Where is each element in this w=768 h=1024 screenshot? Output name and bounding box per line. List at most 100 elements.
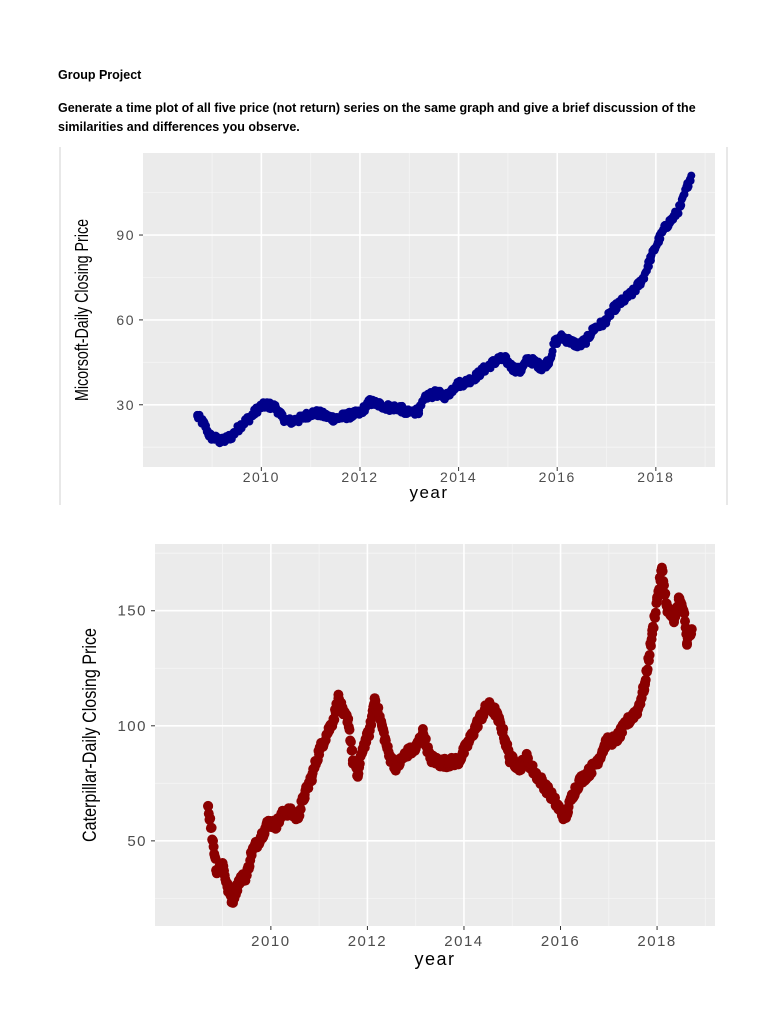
data-point bbox=[344, 724, 355, 735]
data-point bbox=[673, 594, 684, 605]
data-point bbox=[333, 693, 344, 704]
data-point bbox=[314, 409, 323, 418]
data-point bbox=[425, 753, 436, 763]
data-point bbox=[568, 338, 576, 347]
data-point bbox=[241, 870, 252, 881]
data-point bbox=[661, 601, 672, 612]
data-point bbox=[660, 588, 671, 599]
data-point bbox=[600, 318, 609, 327]
data-point bbox=[601, 736, 612, 747]
data-point bbox=[365, 397, 374, 406]
document-instructions: Generate a time plot of all five price (… bbox=[58, 101, 696, 134]
document-title: Group Project bbox=[58, 68, 142, 82]
data-point bbox=[529, 766, 539, 777]
data-point bbox=[247, 412, 256, 421]
data-point bbox=[471, 372, 480, 381]
caterpillar-price-chart: 2010 2012 2014 2016 2018 50 100 150 year Caterpil… bbox=[80, 544, 715, 969]
data-point bbox=[200, 420, 209, 429]
data-point bbox=[619, 296, 628, 305]
data-point bbox=[410, 743, 421, 754]
data-point bbox=[652, 594, 663, 605]
data-point bbox=[356, 409, 364, 418]
data-point bbox=[548, 347, 557, 356]
data-point bbox=[306, 409, 315, 418]
data-point bbox=[211, 865, 222, 876]
data-point bbox=[284, 417, 293, 426]
data-point bbox=[516, 366, 525, 375]
data-point bbox=[669, 214, 678, 223]
data-point bbox=[352, 771, 363, 782]
microsoft-price-chart: 2010 2012 2014 2016 2018 30 60 90 year Micorsoft-… bbox=[59, 147, 728, 505]
data-point bbox=[206, 822, 217, 833]
data-point bbox=[490, 707, 501, 717]
data-point bbox=[203, 801, 214, 812]
data-point bbox=[207, 835, 218, 846]
data-point bbox=[567, 789, 578, 800]
x-tick-label: 2010 bbox=[251, 933, 290, 950]
data-point bbox=[632, 704, 643, 715]
data-point bbox=[217, 858, 228, 869]
data-point bbox=[560, 812, 571, 823]
data-point bbox=[494, 355, 502, 364]
data-point bbox=[536, 776, 547, 786]
data-point bbox=[521, 753, 532, 763]
data-point bbox=[444, 757, 455, 768]
data-point bbox=[270, 819, 281, 830]
data-point bbox=[442, 392, 451, 401]
x-tick-label: 2016 bbox=[539, 469, 576, 485]
x-tick-label: 2010 bbox=[243, 469, 280, 485]
data-point bbox=[686, 624, 697, 635]
x-axis-label: year bbox=[414, 949, 455, 969]
data-point bbox=[669, 617, 679, 628]
data-point bbox=[417, 727, 428, 738]
plot-panel bbox=[143, 153, 715, 467]
data-point bbox=[550, 338, 559, 347]
data-point bbox=[683, 180, 692, 189]
data-point bbox=[237, 420, 246, 429]
x-tick-label: 2018 bbox=[637, 933, 676, 950]
y-tick-label: 90 bbox=[116, 227, 135, 243]
y-axis-label: Micorsoft-Daily Closing Price bbox=[72, 219, 92, 401]
data-point bbox=[611, 734, 621, 745]
data-point bbox=[582, 335, 591, 344]
data-point bbox=[306, 771, 317, 782]
x-tick-label: 2018 bbox=[637, 469, 674, 485]
data-point bbox=[473, 716, 484, 727]
data-point bbox=[292, 812, 303, 823]
data-point bbox=[222, 881, 233, 892]
x-tick-label: 2016 bbox=[541, 933, 580, 950]
data-point bbox=[331, 414, 340, 423]
data-point bbox=[644, 650, 655, 660]
data-point bbox=[227, 431, 236, 440]
x-axis-label: year bbox=[409, 483, 448, 502]
data-point bbox=[656, 564, 667, 575]
x-tick-label: 2012 bbox=[348, 933, 387, 950]
data-point bbox=[504, 753, 515, 763]
data-point bbox=[246, 847, 257, 858]
data-point bbox=[357, 743, 368, 754]
data-point bbox=[328, 713, 339, 724]
data-point bbox=[432, 389, 441, 398]
data-point bbox=[347, 755, 358, 766]
data-series bbox=[193, 171, 696, 448]
data-point bbox=[481, 364, 490, 372]
data-point bbox=[272, 403, 281, 412]
data-point bbox=[415, 406, 424, 415]
data-point bbox=[373, 702, 384, 713]
data-point bbox=[676, 202, 685, 211]
data-point bbox=[629, 287, 638, 296]
data-point bbox=[609, 304, 618, 313]
data-point bbox=[217, 437, 226, 446]
data-point bbox=[314, 746, 325, 757]
y-tick-label: 100 bbox=[117, 718, 147, 735]
data-point bbox=[385, 403, 394, 412]
data-point bbox=[590, 324, 599, 333]
data-point bbox=[375, 400, 384, 409]
data-point bbox=[650, 607, 661, 618]
data-point bbox=[262, 400, 271, 409]
data-point bbox=[558, 332, 567, 341]
data-point bbox=[623, 716, 634, 727]
data-point bbox=[234, 875, 245, 885]
data-point bbox=[369, 693, 380, 704]
data-point bbox=[674, 209, 683, 218]
